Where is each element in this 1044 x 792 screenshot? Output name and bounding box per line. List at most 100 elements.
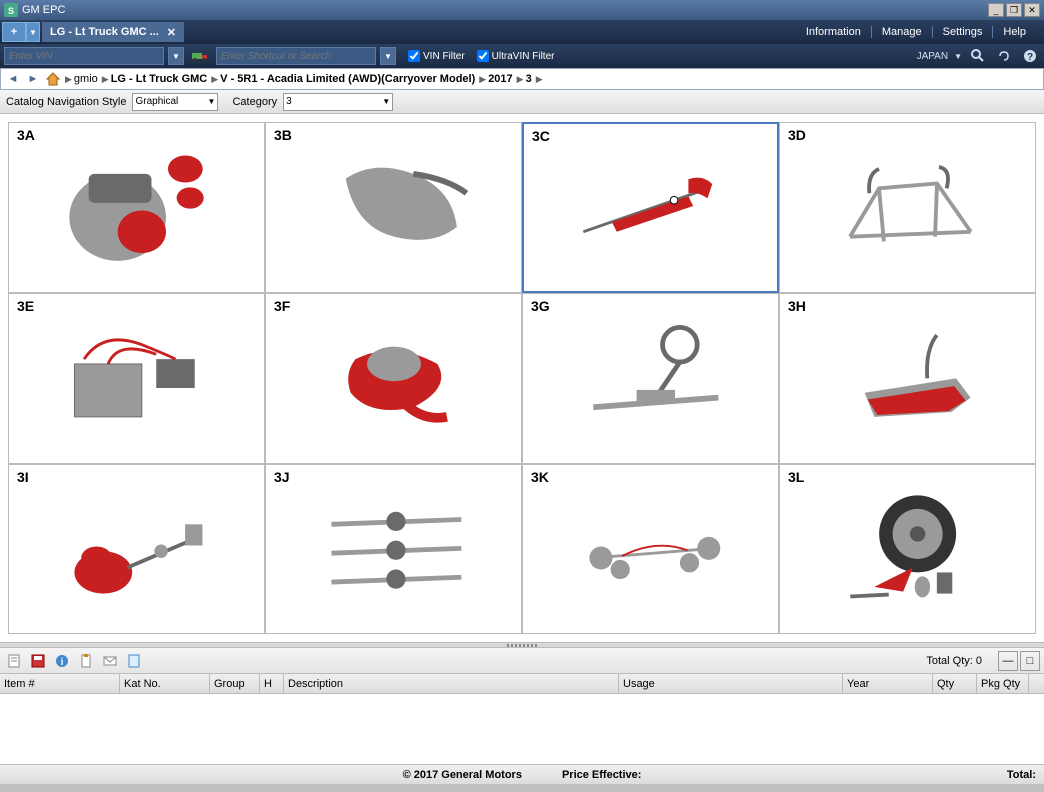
tab-close-icon[interactable]: ✕ — [159, 26, 176, 39]
part-image — [35, 140, 239, 275]
category-card-3J[interactable]: 3J — [265, 464, 522, 634]
card-label: 3D — [788, 127, 806, 143]
help-icon[interactable]: ? — [1020, 47, 1040, 65]
add-tab-dropdown[interactable]: ▼ — [26, 22, 40, 42]
vin-input[interactable] — [4, 47, 164, 65]
card-label: 3L — [788, 469, 804, 485]
document-icon[interactable] — [4, 651, 24, 671]
mail-icon[interactable] — [100, 651, 120, 671]
menu-help[interactable]: Help — [993, 26, 1036, 38]
card-label: 3C — [532, 128, 550, 144]
svg-text:?: ? — [1027, 52, 1033, 63]
vin-dropdown[interactable]: ▼ — [168, 47, 184, 65]
column-header[interactable]: Item # — [0, 674, 120, 693]
column-header[interactable]: Year — [843, 674, 933, 693]
tab-label: LG - Lt Truck GMC ... — [50, 26, 159, 38]
menu-manage[interactable]: Manage — [872, 26, 933, 38]
top-bar: + ▼ LG - Lt Truck GMC ... ✕ Information … — [0, 20, 1044, 44]
svg-text:S: S — [8, 6, 14, 16]
part-image — [35, 311, 239, 446]
part-image — [549, 311, 753, 446]
category-card-3I[interactable]: 3I — [8, 464, 265, 634]
window-title: GM EPC — [22, 4, 988, 16]
minimize-panel-icon[interactable]: — — [998, 651, 1018, 671]
footer: © 2017 General Motors Price Effective: T… — [0, 764, 1044, 784]
minimize-button[interactable]: _ — [988, 3, 1004, 17]
column-header[interactable]: Description — [284, 674, 619, 693]
table-header: Item #Kat No.GroupHDescriptionUsageYearQ… — [0, 674, 1044, 694]
part-image — [806, 481, 1010, 616]
column-header[interactable]: Group — [210, 674, 260, 693]
maximize-panel-icon[interactable]: □ — [1020, 651, 1040, 671]
card-label: 3H — [788, 298, 806, 314]
shortcut-input[interactable] — [216, 47, 376, 65]
part-image — [292, 311, 496, 446]
total-qty-label: Total Qty: 0 — [926, 655, 986, 667]
column-header[interactable]: Pkg Qty — [977, 674, 1029, 693]
ultravin-filter-checkbox[interactable]: UltraVIN Filter — [477, 50, 555, 62]
category-card-3G[interactable]: 3G — [522, 293, 779, 463]
category-select[interactable]: 3▼ — [283, 93, 393, 111]
search-bar: ▼ ▼ VIN Filter UltraVIN Filter JAPAN▼ ? — [0, 44, 1044, 68]
nav-style-select[interactable]: Graphical▼ — [132, 93, 218, 111]
table-body — [0, 694, 1044, 764]
category-card-3H[interactable]: 3H — [779, 293, 1036, 463]
category-card-3A[interactable]: 3A — [8, 122, 265, 293]
menu-information[interactable]: Information — [796, 26, 872, 38]
close-window-button[interactable]: ✕ — [1024, 3, 1040, 17]
category-card-3D[interactable]: 3D — [779, 122, 1036, 293]
category-card-3K[interactable]: 3K — [522, 464, 779, 634]
card-label: 3J — [274, 469, 290, 485]
category-card-3C[interactable]: 3C — [522, 122, 779, 293]
link-icon[interactable] — [994, 47, 1014, 65]
card-label: 3E — [17, 298, 34, 314]
card-label: 3B — [274, 127, 292, 143]
category-card-3E[interactable]: 3E — [8, 293, 265, 463]
splitter[interactable] — [0, 642, 1044, 648]
page-icon[interactable] — [124, 651, 144, 671]
column-header[interactable]: Qty — [933, 674, 977, 693]
region-selector[interactable]: JAPAN▼ ? — [917, 47, 1040, 65]
part-image — [806, 140, 1010, 275]
bottom-panel: i Total Qty: 0 — □ Item #Kat No.GroupHDe… — [0, 648, 1044, 784]
shortcut-dropdown[interactable]: ▼ — [380, 47, 396, 65]
column-header[interactable]: H — [260, 674, 284, 693]
menu-settings[interactable]: Settings — [933, 26, 994, 38]
active-tab[interactable]: LG - Lt Truck GMC ... ✕ — [42, 22, 184, 42]
info-icon[interactable]: i — [52, 651, 72, 671]
home-icon[interactable] — [45, 71, 61, 87]
part-image — [292, 140, 496, 275]
clipboard-icon[interactable] — [76, 651, 96, 671]
total-label: Total: — [1007, 769, 1036, 781]
truck-icon[interactable] — [188, 47, 212, 65]
nav-forward-icon[interactable]: ► — [25, 71, 41, 87]
breadcrumb-item[interactable]: ▶3 — [517, 73, 532, 85]
card-label: 3F — [274, 298, 290, 314]
breadcrumb-item[interactable]: ▶gmio — [65, 73, 98, 85]
part-image — [806, 311, 1010, 446]
column-header[interactable]: Usage — [619, 674, 843, 693]
breadcrumb: ◄ ► ▶gmio ▶LG - Lt Truck GMC ▶V - 5R1 - … — [0, 68, 1044, 90]
category-card-3F[interactable]: 3F — [265, 293, 522, 463]
category-card-3L[interactable]: 3L — [779, 464, 1036, 634]
copyright: © 2017 General Motors — [403, 769, 522, 781]
svg-text:i: i — [61, 657, 64, 668]
app-icon: S — [4, 3, 18, 17]
column-header[interactable]: Kat No. — [120, 674, 210, 693]
part-image — [549, 481, 753, 616]
vin-filter-checkbox[interactable]: VIN Filter — [408, 50, 465, 62]
maximize-button[interactable]: ❐ — [1006, 3, 1022, 17]
category-card-3B[interactable]: 3B — [265, 122, 522, 293]
save-icon[interactable] — [28, 651, 48, 671]
card-label: 3I — [17, 469, 29, 485]
add-tab-button[interactable]: + — [2, 22, 26, 42]
breadcrumb-item[interactable]: ▶2017 — [479, 73, 512, 85]
search-icon[interactable] — [968, 47, 988, 65]
breadcrumb-item[interactable]: ▶LG - Lt Truck GMC — [102, 73, 207, 85]
catalog-bar: Catalog Navigation Style Graphical▼ Cate… — [0, 90, 1044, 114]
breadcrumb-more[interactable]: ▶ — [536, 74, 543, 85]
nav-back-icon[interactable]: ◄ — [5, 71, 21, 87]
nav-style-label: Catalog Navigation Style — [6, 96, 126, 108]
top-menu: Information Manage Settings Help — [796, 26, 1044, 38]
breadcrumb-item[interactable]: ▶V - 5R1 - Acadia Limited (AWD)(Carryove… — [211, 73, 475, 85]
